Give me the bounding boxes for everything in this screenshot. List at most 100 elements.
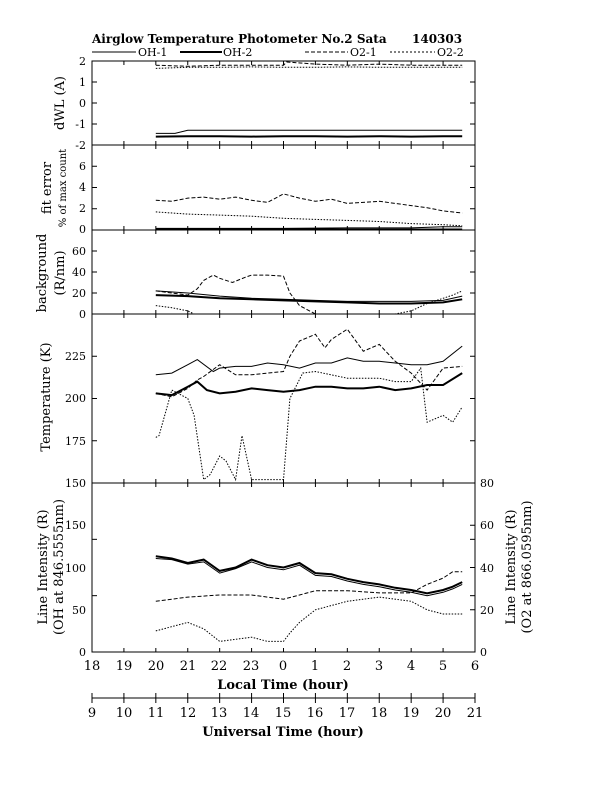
bg-tick: 40	[72, 266, 86, 279]
data-lines	[155, 61, 463, 642]
local-tick: 2	[343, 659, 351, 674]
bg-ylabel: background	[35, 234, 50, 313]
series-line-o21-panel2	[155, 193, 463, 214]
local-tick: 20	[148, 659, 165, 674]
temp-ticks: 225 200 175 150	[65, 350, 86, 490]
legend-label-oh2: OH-2	[223, 46, 252, 59]
date-code: 140303	[412, 32, 462, 46]
series-line-oh1-panel4	[155, 345, 463, 376]
local-tick: 4	[407, 659, 415, 674]
legend-label-o21: O2-1	[350, 46, 377, 59]
int-right-ylabel: Line Intensity (R)	[504, 509, 519, 624]
local-tick: 18	[84, 659, 101, 674]
ut-time-label: Universal Time (hour)	[202, 725, 364, 740]
temp-tick: 225	[65, 350, 86, 363]
ut-tick: 19	[403, 706, 420, 721]
legend-label-o22: O2-2	[437, 46, 464, 59]
local-tick: 3	[375, 659, 383, 674]
bg-tick: 60	[72, 245, 86, 258]
int-left-tick: 100	[65, 562, 86, 575]
int-right-tick: 80	[480, 477, 494, 490]
ut-tick-marks	[91, 693, 476, 703]
ut-tick: 14	[243, 706, 260, 721]
local-tick: 1	[311, 659, 319, 674]
series-line-o22-panel1	[155, 66, 463, 69]
ut-tick: 10	[116, 706, 133, 721]
bg-tick: 20	[72, 287, 86, 300]
fit-tick: 0	[79, 223, 86, 236]
panel-frame-fit	[91, 144, 476, 231]
ut-tick: 21	[467, 706, 484, 721]
ut-tick: 9	[88, 706, 96, 721]
ut-tick: 17	[339, 706, 356, 721]
fit-tick: 6	[79, 160, 86, 173]
series-line-o21-panel5	[155, 571, 463, 602]
local-tick: 23	[243, 659, 260, 674]
local-tick: 6	[471, 659, 479, 674]
series-line-oh1-panel5	[155, 558, 463, 597]
fit-ticks: 6 4 2 0	[79, 160, 86, 236]
series-line-o22-panel2	[155, 211, 463, 227]
dwl-tick: -2	[75, 139, 86, 152]
bg-ylabel-unit: (R/nm)	[53, 250, 68, 295]
fit-tick: 2	[79, 202, 86, 215]
int-right-ylabel-unit: (O2 at 866.0595nm)	[520, 500, 535, 633]
int-left-tick: 50	[72, 604, 86, 617]
series-line-oh1-panel1	[155, 129, 463, 134]
ut-tick: 15	[275, 706, 292, 721]
ut-tick: 20	[435, 706, 452, 721]
ut-tick: 18	[371, 706, 388, 721]
series-line-o22-panel4	[155, 366, 463, 482]
series-line-o21-panel4	[155, 328, 463, 398]
int-right-tick: 0	[480, 646, 487, 659]
series-line-oh2-panel3	[155, 294, 463, 305]
temp-tick: 200	[65, 392, 86, 405]
int-left-ylabel: Line Intensity (R)	[36, 509, 51, 624]
series-line-oh2-panel5	[155, 555, 463, 595]
dwl-ylabel: dWL (A)	[53, 76, 68, 130]
int-left-ticks: 150 100 50 0	[65, 519, 86, 659]
int-right-tick: 60	[480, 519, 494, 532]
dwl-ticks: 2 1 0 -1 -2	[75, 55, 86, 152]
chart-title: Airglow Temperature Photometer No.2 Sata	[91, 32, 387, 46]
ut-tick: 12	[180, 706, 197, 721]
dwl-tick: 1	[79, 76, 86, 89]
dwl-tick: -1	[75, 118, 86, 131]
panel-frame-dwl	[91, 60, 476, 146]
fit-ylabel: fit error	[40, 161, 55, 214]
panel-frame-temp	[91, 313, 476, 484]
int-left-ylabel-unit: (OH at 846.5555nm)	[52, 499, 67, 635]
panel-tick-marks	[91, 60, 476, 653]
series-line-o22-panel5	[155, 596, 463, 642]
local-tick: 19	[116, 659, 133, 674]
local-time-label: Local Time (hour)	[217, 678, 349, 693]
local-tick: 5	[439, 659, 447, 674]
series-line-oh1-panel2	[155, 226, 463, 229]
dwl-tick: 0	[79, 97, 86, 110]
series-line-o22-panel3	[155, 290, 463, 315]
temp-ylabel: Temperature (K)	[39, 342, 54, 451]
int-left-tick: 150	[65, 519, 86, 532]
int-left-tick: 0	[79, 646, 86, 659]
int-right-ticks: 80 60 40 20 0	[480, 477, 494, 659]
ut-tick: 11	[148, 706, 165, 721]
local-tick: 22	[211, 659, 228, 674]
int-right-tick: 40	[480, 562, 494, 575]
legend: OH-1 OH-2 O2-1 O2-2	[92, 46, 464, 59]
legend-label-oh1: OH-1	[138, 46, 167, 59]
ut-tick: 13	[211, 706, 228, 721]
local-tick: 21	[180, 659, 197, 674]
ut-tick: 16	[307, 706, 324, 721]
series-line-o21-panel1	[155, 61, 463, 67]
series-line-o21-panel3	[155, 274, 316, 315]
fit-tick: 4	[79, 181, 86, 194]
series-line-oh2-panel4	[155, 372, 463, 397]
temp-tick: 175	[65, 435, 86, 448]
ut-ticks: 9 10 11 12 13 14 15 16 17 18 19 20 21	[88, 706, 483, 721]
fit-ylabel-unit: % of max count	[58, 149, 69, 227]
dwl-tick: 2	[79, 55, 86, 68]
int-right-tick: 20	[480, 604, 494, 617]
bg-tick: 0	[79, 308, 86, 321]
local-tick: 0	[279, 659, 287, 674]
